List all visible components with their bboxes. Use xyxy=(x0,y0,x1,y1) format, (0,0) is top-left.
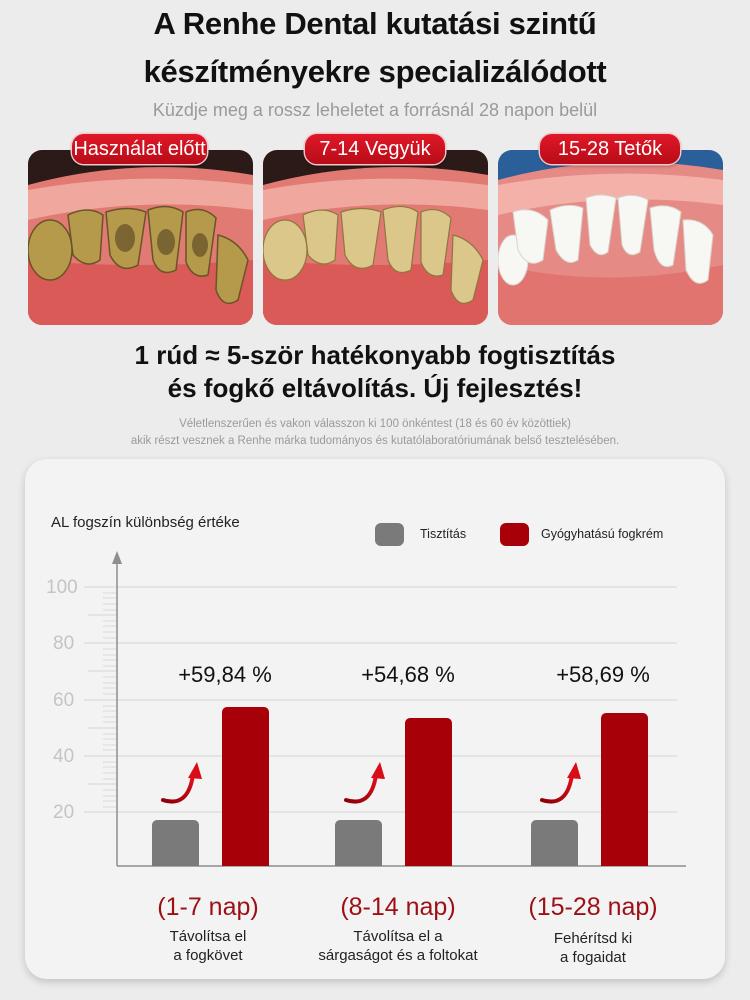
annotation-pct-2: +54,68 % xyxy=(361,662,455,687)
y-tick-40: 40 xyxy=(53,746,75,767)
y-axis-arrow-icon xyxy=(112,551,122,564)
legend-swatch-cleaning xyxy=(375,523,404,546)
headline-line1: 1 rúd ≈ 5-ször hatékonyabb fogtisztítás xyxy=(134,340,616,370)
category-desc-2: Távolítsa el a sárgaságot és a foltokat xyxy=(298,927,498,965)
category-desc-3-line1: Fehérítsd ki xyxy=(553,930,633,947)
page-title-line2: készítményekre specializálódott xyxy=(143,54,607,89)
category-period-3: (15-28 nap) xyxy=(528,893,658,921)
annotation-pct-3: +58,69 % xyxy=(556,662,650,687)
y-tick-60: 60 xyxy=(53,690,75,711)
badge-before: Használat előtt xyxy=(72,134,207,164)
teeth-before-image xyxy=(28,150,253,325)
page-title-line1: A Renhe Dental kutatási szintű xyxy=(153,6,597,41)
category-desc-3-line2: a fogaidat xyxy=(560,949,626,966)
subtitle: Küzdje meg a rossz leheletet a forrásnál… xyxy=(152,100,598,120)
legend-swatch-toothpaste xyxy=(500,523,529,546)
category-desc-1: Távolítsa el a fogkövet xyxy=(108,927,308,965)
curved-arrow-icon-3 xyxy=(540,762,581,804)
annotation-pct-1: +59,84 % xyxy=(178,662,272,687)
curved-arrow-icon-2 xyxy=(344,762,385,804)
curved-arrow-icon-1 xyxy=(161,762,202,804)
teeth-mid-image xyxy=(263,150,488,325)
category-period-1: (1-7 nap) xyxy=(157,893,259,921)
category-desc-2-line2: sárgaságot és a foltokat xyxy=(318,947,478,964)
category-desc-1-line2: a fogkövet xyxy=(173,947,243,964)
teeth-after-image xyxy=(498,150,723,325)
y-tick-80: 80 xyxy=(53,633,75,654)
photo-before xyxy=(28,150,253,325)
category-period-2: (8-14 nap) xyxy=(340,893,456,921)
category-desc-3: Fehérítsd ki a fogaidat xyxy=(493,929,693,967)
badge-mid: 7-14 Vegyük xyxy=(305,134,445,164)
ruler-ticks xyxy=(103,592,117,808)
note-line2: akik részt vesznek a Renhe márka tudomán… xyxy=(130,435,620,447)
photo-after xyxy=(498,150,723,325)
y-tick-100: 100 xyxy=(46,577,78,598)
note-line1: Véletlenszerűen és vakon válasszon ki 10… xyxy=(179,418,571,430)
badge-after: 15-28 Tetők xyxy=(540,134,680,164)
legend-label-cleaning: Tisztítás xyxy=(420,527,467,541)
legend-label-toothpaste: Gyógyhatású fogkrém xyxy=(541,527,664,541)
y-tick-20: 20 xyxy=(53,802,75,823)
category-desc-1-line1: Távolítsa el xyxy=(169,928,247,945)
photo-mid xyxy=(263,150,488,325)
category-desc-2-line1: Távolítsa el a xyxy=(353,928,443,945)
headline-line2: és fogkő eltávolítás. Új fejlesztés! xyxy=(167,373,583,403)
y-axis-label: AL fogszín különbség értéke xyxy=(51,514,240,531)
